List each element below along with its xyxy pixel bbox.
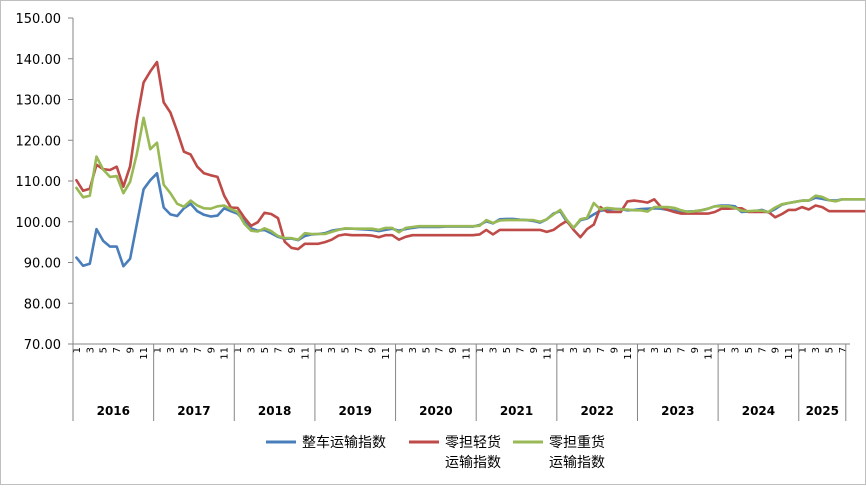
x-tick-label: 5 xyxy=(502,347,513,353)
x-tick-label: 3 xyxy=(650,347,661,353)
year-label: 2021 xyxy=(500,404,533,418)
x-tick-label: 7 xyxy=(596,347,607,353)
x-tick-label: 1 xyxy=(72,347,83,353)
y-tick-label: 90.00 xyxy=(24,257,61,272)
x-tick-label: 7 xyxy=(112,347,123,353)
x-tick-label: 1 xyxy=(394,347,405,353)
x-tick-label: 1 xyxy=(153,347,164,353)
year-label: 2019 xyxy=(339,404,372,418)
x-tick-label: 7 xyxy=(677,347,688,353)
x-tick-label: 5 xyxy=(341,347,352,353)
x-tick-label: 1 xyxy=(636,347,647,353)
x-tick-label: 11 xyxy=(462,347,473,360)
series-layer xyxy=(75,60,866,268)
x-tick-label: 7 xyxy=(273,347,284,353)
series-line-1 xyxy=(75,172,866,268)
x-tick-label: 7 xyxy=(838,347,849,353)
x-tick-label: 9 xyxy=(448,347,459,353)
legend-label: 整车运输指数 xyxy=(302,434,386,451)
x-tick-label: 1 xyxy=(556,347,567,353)
x-tick-label: 1 xyxy=(314,347,325,353)
x-tick-label: 11 xyxy=(139,347,150,360)
year-label: 2023 xyxy=(661,404,694,418)
x-tick-label: 9 xyxy=(529,347,540,353)
y-tick-label: 120.00 xyxy=(16,134,62,149)
x-tick-label: 11 xyxy=(300,347,311,360)
legend-label: 零担重货 xyxy=(549,434,605,451)
x-tick-label: 9 xyxy=(690,347,701,353)
y-tick-label: 140.00 xyxy=(16,53,62,68)
x-tick-label: 7 xyxy=(435,347,446,353)
year-label: 2016 xyxy=(97,404,130,418)
x-tick-label: 3 xyxy=(327,347,338,353)
x-tick-label: 3 xyxy=(730,347,741,353)
series-line-2 xyxy=(75,60,866,251)
x-axis: 1 3 5 7 9 11 1 3 5 7 9 11 1 3 5 7 9 11 1 3 5 7 9 11 1 3 5 7 9 11 1 3 5 7 9… xyxy=(72,343,850,421)
x-tick-label: 5 xyxy=(663,347,674,353)
x-tick-label: 9 xyxy=(206,347,217,353)
x-tick-label: 11 xyxy=(784,347,795,360)
x-tick-label: 1 xyxy=(798,347,809,353)
x-tick-label: 3 xyxy=(489,347,500,353)
x-tick-label: 11 xyxy=(623,347,634,360)
x-tick-label: 5 xyxy=(744,347,755,353)
x-tick-label: 9 xyxy=(126,347,137,353)
legend-label-line2: 运输指数 xyxy=(445,455,501,471)
x-tick-label: 3 xyxy=(85,347,96,353)
x-tick-label: 9 xyxy=(609,347,620,353)
x-tick-label: 7 xyxy=(515,347,526,353)
y-tick-label: 150.00 xyxy=(16,12,62,27)
legend-label-line2: 运输指数 xyxy=(549,455,605,471)
y-tick-label: 70.00 xyxy=(24,338,61,353)
year-label: 2018 xyxy=(258,404,291,418)
year-label: 2022 xyxy=(580,404,613,418)
y-tick-label: 100.00 xyxy=(16,216,62,231)
x-tick-label: 11 xyxy=(542,347,553,360)
x-tick-label: 3 xyxy=(408,347,419,353)
y-tick-label: 130.00 xyxy=(16,94,62,109)
x-tick-label: 3 xyxy=(166,347,177,353)
x-tick-label: 7 xyxy=(193,347,204,353)
x-tick-label: 5 xyxy=(421,347,432,353)
x-tick-label: 9 xyxy=(368,347,379,353)
x-tick-label: 7 xyxy=(354,347,365,353)
x-tick-label: 1 xyxy=(717,347,728,353)
year-label: 2020 xyxy=(419,404,452,418)
x-tick-label: 9 xyxy=(771,347,782,353)
y-tick-label: 110.00 xyxy=(16,175,62,190)
x-tick-label: 11 xyxy=(704,347,715,360)
x-tick-label: 3 xyxy=(569,347,580,353)
x-tick-label: 11 xyxy=(381,347,392,360)
x-tick-label: 5 xyxy=(99,347,110,353)
year-label: 2024 xyxy=(742,404,775,418)
x-tick-label: 5 xyxy=(825,347,836,353)
x-tick-label: 11 xyxy=(220,347,231,360)
x-tick-label: 5 xyxy=(260,347,271,353)
y-tick-label: 80.00 xyxy=(24,297,61,312)
x-tick-label: 7 xyxy=(757,347,768,353)
x-tick-label: 5 xyxy=(179,347,190,353)
x-tick-label: 9 xyxy=(287,347,298,353)
y-axis: 70.00 80.00 90.00 100.00 110.00 120.00 130.00 1… xyxy=(16,12,74,353)
year-label: 2017 xyxy=(177,404,210,418)
x-tick-label: 3 xyxy=(811,347,822,353)
legend-label: 零担轻货 xyxy=(445,434,501,451)
x-tick-label: 1 xyxy=(475,347,486,353)
x-tick-label: 1 xyxy=(233,347,244,353)
x-tick-label: 5 xyxy=(583,347,594,353)
year-label: 2025 xyxy=(806,404,839,418)
series-line-3 xyxy=(75,116,866,241)
x-tick-label: 3 xyxy=(247,347,258,353)
